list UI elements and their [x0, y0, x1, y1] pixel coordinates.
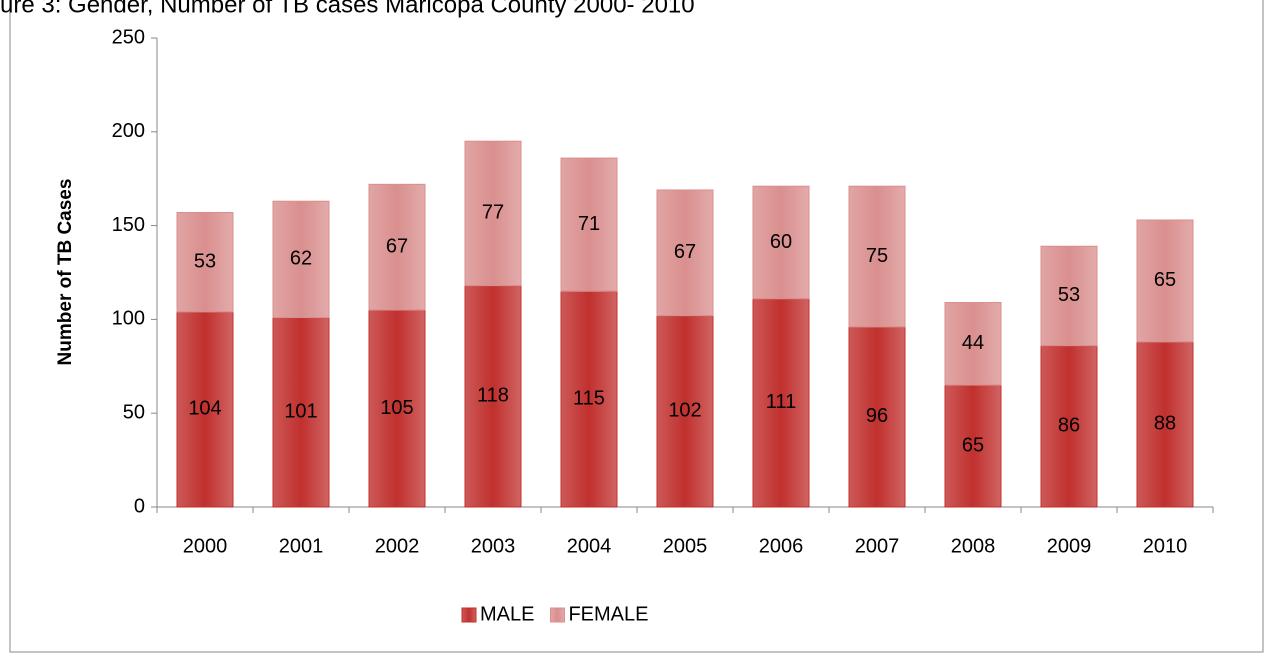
data-label: 104 — [188, 398, 221, 420]
x-tick-label: 2000 — [183, 535, 228, 557]
bar-segment — [176, 311, 234, 508]
data-label: 105 — [380, 397, 413, 419]
bar-segment — [1040, 245, 1098, 347]
bar-segment — [560, 157, 618, 292]
y-tick-label: 200 — [112, 120, 145, 142]
data-label: 65 — [962, 434, 984, 456]
legend-swatch — [549, 607, 565, 623]
bar-segment — [272, 200, 330, 319]
y-tick-label: 150 — [112, 214, 145, 236]
bar-segment — [1040, 345, 1098, 508]
bar-segment — [752, 185, 810, 300]
legend-swatch — [461, 607, 477, 623]
bar-segment — [464, 140, 522, 287]
data-label: 44 — [962, 332, 984, 354]
data-label: 53 — [194, 250, 216, 272]
data-label: 67 — [674, 241, 696, 263]
y-tick-label: 100 — [112, 308, 145, 330]
bar-segment — [656, 189, 714, 317]
data-label: 77 — [482, 202, 504, 224]
bar-segment — [848, 185, 906, 328]
y-tick-label: 0 — [134, 495, 145, 517]
bar-segment — [368, 309, 426, 508]
bar-segment — [944, 302, 1002, 386]
bar-segment — [1136, 219, 1194, 343]
x-tick-label: 2007 — [855, 535, 900, 557]
data-label: 62 — [290, 248, 312, 270]
data-label: 60 — [770, 231, 792, 253]
data-label: 88 — [1154, 413, 1176, 435]
data-label: 86 — [1058, 415, 1080, 437]
x-tick-label: 2009 — [1047, 535, 1092, 557]
x-tick-label: 2005 — [663, 535, 708, 557]
bar-segment — [848, 326, 906, 508]
x-tick-label: 2006 — [759, 535, 804, 557]
data-label: 75 — [866, 245, 888, 267]
bar-segment — [368, 183, 426, 311]
legend-label: MALE — [480, 603, 534, 625]
data-label: 101 — [284, 401, 317, 423]
x-tick-label: 2008 — [951, 535, 996, 557]
x-tick-label: 2003 — [471, 535, 516, 557]
bar-segment — [176, 211, 234, 313]
data-label: 65 — [1154, 269, 1176, 291]
bar-segment — [1136, 341, 1194, 508]
data-label: 118 — [477, 385, 509, 407]
y-tick-label: 250 — [112, 26, 145, 48]
data-label: 53 — [1058, 284, 1080, 306]
x-tick-label: 2004 — [567, 535, 612, 557]
data-label: 111 — [766, 391, 796, 413]
chart-title: ure 3: Gender, Number of TB cases Marico… — [0, 0, 695, 18]
x-tick-label: 2010 — [1143, 535, 1188, 557]
y-tick-label: 50 — [123, 401, 145, 423]
x-tick-label: 2002 — [375, 535, 420, 557]
data-label: 67 — [386, 235, 408, 257]
bar-segment — [464, 285, 522, 508]
data-label: 102 — [668, 400, 701, 422]
x-tick-label: 2001 — [279, 535, 324, 557]
bar-segment — [752, 298, 810, 508]
legend-label: FEMALE — [568, 603, 648, 625]
bar-segment — [560, 290, 618, 508]
y-axis-label: Number of TB Cases — [55, 179, 76, 366]
data-label: 71 — [578, 213, 600, 235]
data-label: 96 — [866, 405, 888, 427]
bar-segment — [944, 384, 1002, 508]
data-label: 115 — [573, 387, 605, 409]
